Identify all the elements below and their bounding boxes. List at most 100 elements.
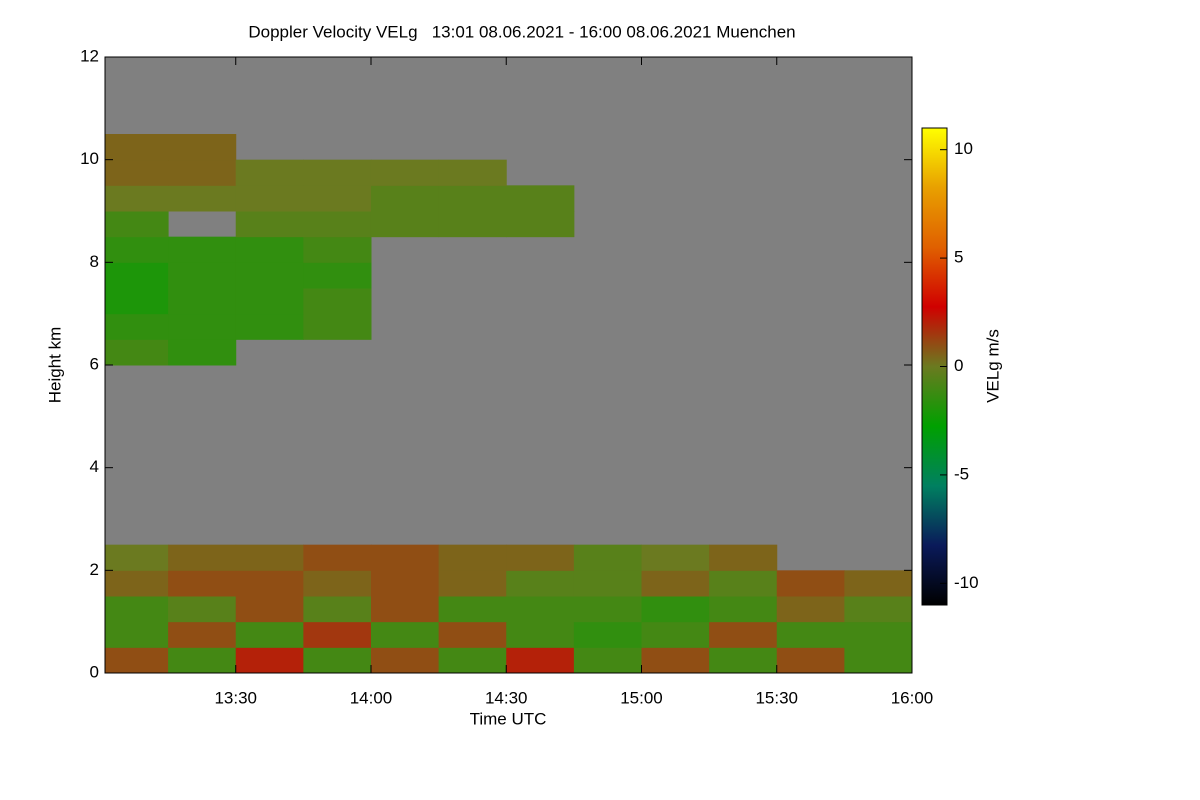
heatmap-cell [844, 647, 912, 673]
heatmap-cell [105, 211, 169, 238]
x-tick-label: 14:00 [350, 688, 393, 707]
heatmap-cell [573, 570, 642, 597]
heatmap-cell [235, 544, 304, 571]
heatmap-cell [105, 236, 169, 263]
heatmap-cell [709, 621, 778, 648]
heatmap-cell [438, 570, 507, 597]
heatmap-cell [235, 313, 304, 340]
heatmap-cell [506, 544, 575, 571]
chart-title: Doppler Velocity VELg 13:01 08.06.2021 -… [248, 22, 795, 41]
y-tick-label: 8 [90, 252, 99, 271]
heatmap-cell [776, 647, 845, 673]
heatmap-cell [168, 339, 237, 366]
heatmap-cell [303, 570, 372, 597]
x-tick-label: 15:00 [620, 688, 663, 707]
heatmap-cell [370, 596, 440, 623]
x-axis-label: Time UTC [470, 709, 547, 728]
colorbar-tick-label: 0 [954, 356, 963, 375]
heatmap-cell [105, 544, 169, 571]
heatmap-cell [168, 621, 237, 648]
heatmap-cell [168, 570, 237, 597]
heatmap-cell [370, 570, 440, 597]
heatmap-cell [506, 570, 575, 597]
x-tick-label: 16:00 [891, 688, 934, 707]
heatmap-cell [709, 544, 778, 571]
x-tick-label: 14:30 [485, 688, 528, 707]
heatmap-cell [573, 596, 642, 623]
heatmap-cell [641, 621, 710, 648]
heatmap-cell [709, 596, 778, 623]
heatmap-cell [844, 621, 912, 648]
heatmap-cell [776, 596, 845, 623]
heatmap-cell [438, 596, 507, 623]
x-tick-label: 15:30 [755, 688, 798, 707]
heatmap-cell [370, 185, 440, 212]
x-tick-label: 13:30 [214, 688, 257, 707]
y-tick-label: 6 [90, 354, 99, 373]
heatmap [105, 134, 912, 673]
heatmap-cell [438, 544, 507, 571]
heatmap-cell [168, 288, 237, 315]
heatmap-cell [235, 236, 304, 263]
heatmap-cell [235, 621, 304, 648]
heatmap-cell [168, 313, 237, 340]
y-axis-label: Height km [45, 327, 64, 404]
heatmap-cell [235, 596, 304, 623]
heatmap-cell [105, 185, 169, 212]
heatmap-cell [235, 185, 304, 212]
heatmap-cell [438, 621, 507, 648]
heatmap-cell [709, 570, 778, 597]
heatmap-cell [438, 211, 507, 238]
heatmap-cell [105, 570, 169, 597]
heatmap-cell [168, 596, 237, 623]
heatmap-cell [303, 288, 372, 315]
heatmap-cell [506, 621, 575, 648]
heatmap-cell [105, 288, 169, 315]
heatmap-cell [573, 544, 642, 571]
y-tick-label: 0 [90, 662, 99, 681]
y-tick-label: 2 [90, 560, 99, 579]
heatmap-cell [168, 185, 237, 212]
heatmap-cell [235, 262, 304, 289]
heatmap-cell [370, 544, 440, 571]
heatmap-cell [105, 647, 169, 673]
heatmap-cell [303, 185, 372, 212]
heatmap-cell [235, 570, 304, 597]
heatmap-cell [506, 185, 575, 212]
heatmap-cell [844, 596, 912, 623]
heatmap-cell [506, 647, 575, 673]
colorbar-tick-label: -10 [954, 573, 979, 592]
heatmap-cell [506, 211, 575, 238]
heatmap-cell [105, 313, 169, 340]
heatmap-cell [105, 621, 169, 648]
heatmap-cell [709, 647, 778, 673]
colorbar-tick-label: -5 [954, 464, 969, 483]
heatmap-cell [573, 647, 642, 673]
heatmap-cell [235, 211, 304, 238]
heatmap-cell [168, 236, 237, 263]
heatmap-cell [641, 544, 710, 571]
heatmap-cell [168, 262, 237, 289]
heatmap-cell [105, 596, 169, 623]
heatmap-cell [303, 596, 372, 623]
heatmap-cell [235, 647, 304, 673]
heatmap-cell [303, 313, 372, 340]
heatmap-cell [573, 621, 642, 648]
colorbar-label: VELg m/s [983, 329, 1002, 403]
heatmap-cell [168, 647, 237, 673]
heatmap-cell [776, 621, 845, 648]
heatmap-cell [168, 134, 237, 161]
heatmap-cell [370, 621, 440, 648]
y-tick-label: 10 [80, 149, 99, 168]
heatmap-cell [844, 570, 912, 597]
heatmap-cell [438, 185, 507, 212]
heatmap-cell [303, 621, 372, 648]
y-tick-label: 4 [90, 457, 99, 476]
heatmap-cell [105, 339, 169, 366]
heatmap-cell [105, 134, 169, 161]
heatmap-cell [168, 159, 237, 186]
heatmap-cell [303, 262, 372, 289]
colorbar-tick-label: 5 [954, 248, 963, 267]
heatmap-cell [370, 211, 440, 238]
